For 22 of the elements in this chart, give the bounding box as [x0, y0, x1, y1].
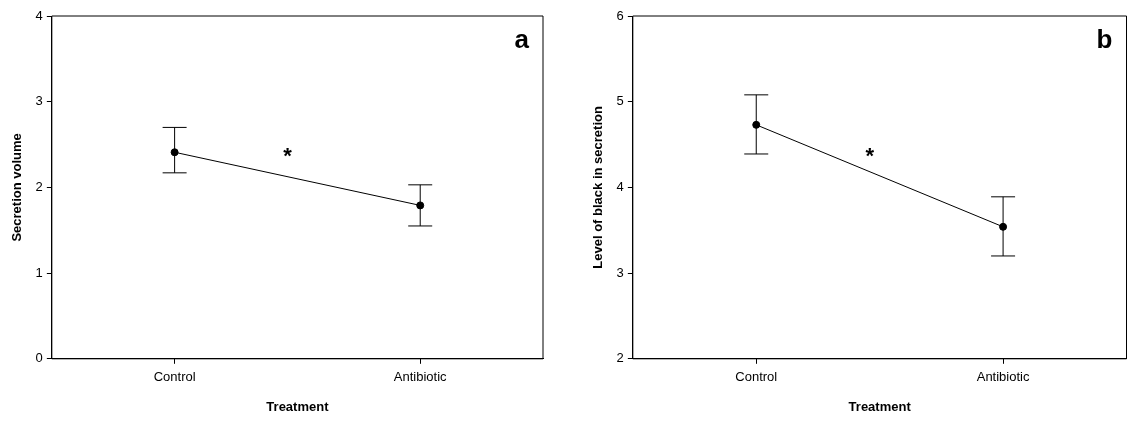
- y-tick-label: 4: [616, 178, 624, 194]
- x-tick-label: Control: [153, 369, 196, 385]
- x-tick-label: Antibiotic: [393, 369, 448, 385]
- y-tick-label: 5: [616, 93, 624, 109]
- chart-title: a: [514, 24, 530, 55]
- annotation: *: [283, 142, 293, 168]
- y-tick-label: 4: [35, 7, 43, 23]
- x-axis-title: Treatment: [848, 398, 912, 414]
- y-tick-label: 1: [35, 264, 43, 280]
- y-tick-label: 2: [616, 350, 624, 366]
- y-axis-title: Secretion volume: [9, 133, 25, 242]
- x-tick-label: Control: [735, 369, 778, 385]
- y-tick-label: 0: [35, 350, 43, 366]
- y-axis-title: Level of black in secretion: [590, 106, 606, 269]
- annotation: *: [865, 142, 875, 168]
- x-axis-title: Treatment: [266, 398, 330, 414]
- x-tick-label: Antibiotic: [976, 369, 1030, 385]
- chart-title: b: [1096, 24, 1113, 55]
- y-tick-label: 3: [35, 93, 43, 109]
- y-tick-label: 6: [616, 7, 624, 23]
- y-tick-label: 3: [616, 264, 624, 280]
- y-tick-label: 2: [35, 178, 43, 194]
